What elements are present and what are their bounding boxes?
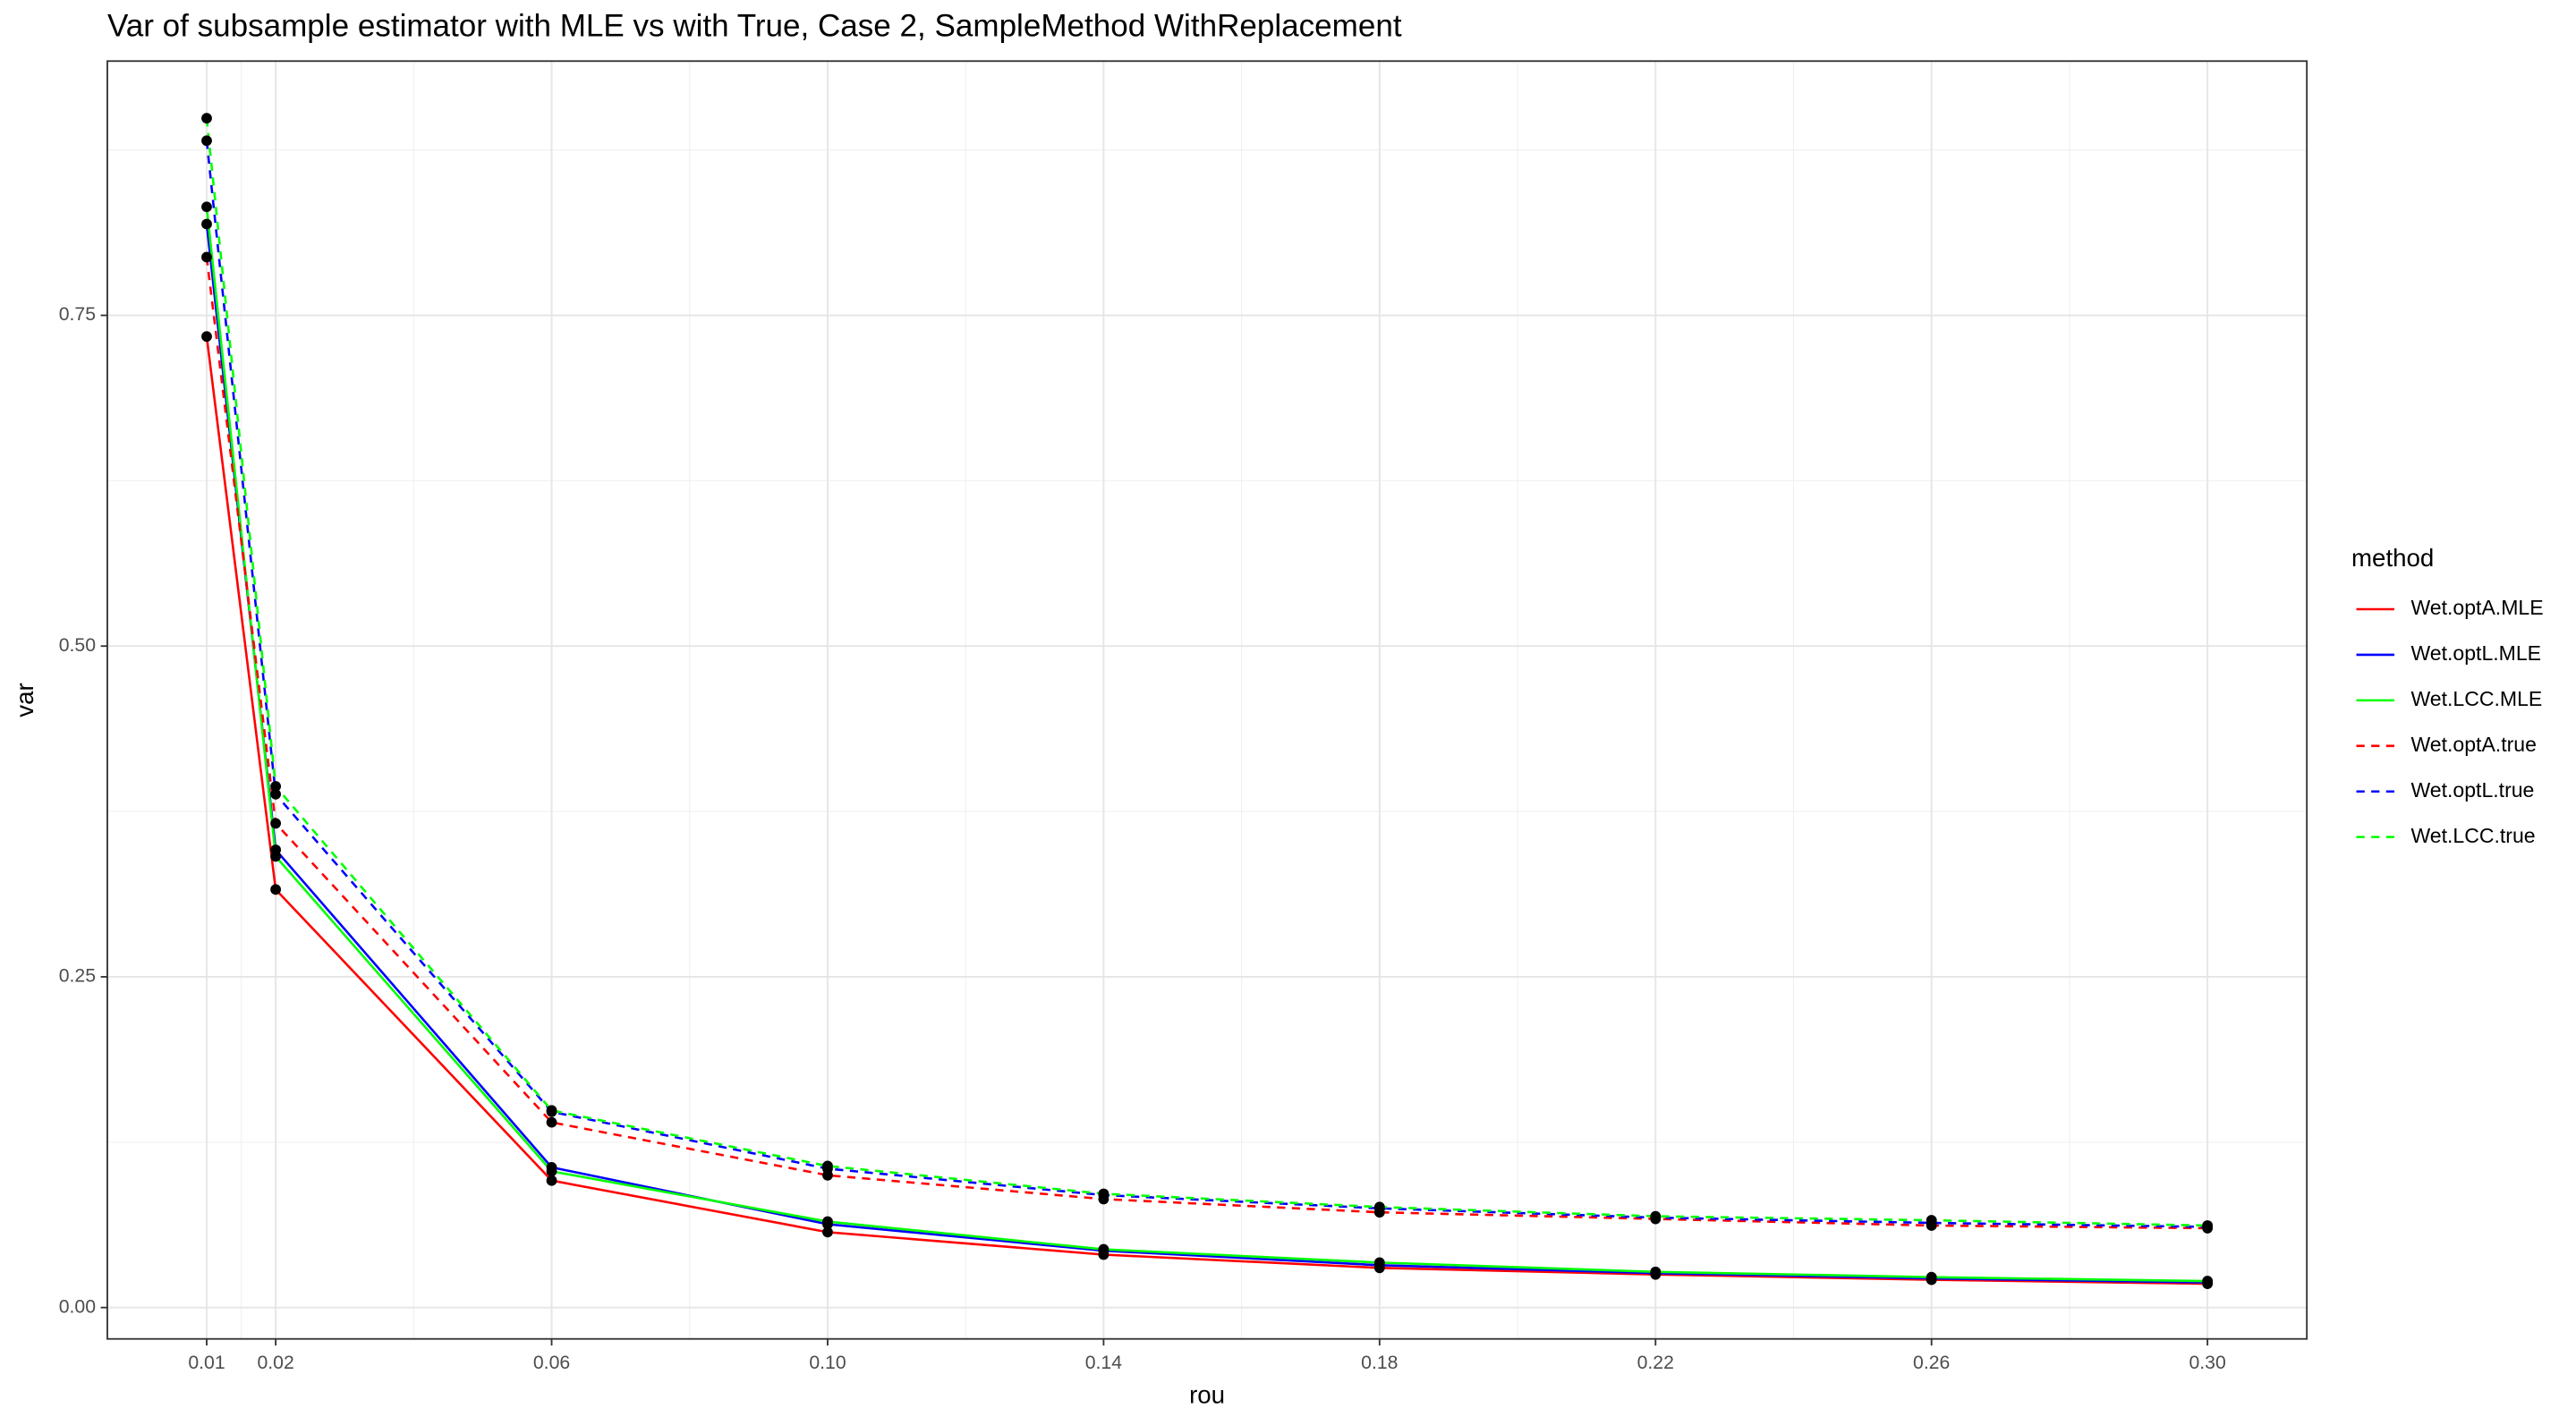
x-axis-title: rou [1189, 1381, 1225, 1409]
data-point [201, 201, 212, 213]
data-point [201, 331, 212, 343]
data-point [822, 1216, 833, 1227]
x-tick-label: 0.30 [2189, 1353, 2225, 1373]
y-tick-label: 0.00 [59, 1296, 96, 1317]
data-point [2202, 1276, 2214, 1286]
x-tick-label: 0.26 [1913, 1353, 1950, 1373]
data-point [822, 1226, 833, 1238]
legend-label: Wet.optA.MLE [2410, 596, 2543, 619]
data-point [201, 113, 212, 124]
data-point [201, 251, 212, 263]
x-tick-label: 0.01 [188, 1353, 225, 1373]
data-point [546, 1105, 557, 1116]
data-point [1098, 1188, 1109, 1200]
legend-label: Wet.optL.true [2410, 778, 2534, 802]
chart-title: Var of subsample estimator with MLE vs w… [107, 9, 1402, 44]
data-point [1650, 1210, 1662, 1222]
legend-title: method [2351, 544, 2434, 572]
x-tick-label: 0.10 [809, 1353, 846, 1373]
plot-background [106, 61, 2308, 1339]
data-point [822, 1160, 833, 1172]
x-tick-label: 0.06 [533, 1353, 570, 1373]
data-point [1373, 1201, 1385, 1213]
data-point [270, 788, 282, 800]
data-point [1926, 1215, 1937, 1226]
data-point [546, 1166, 557, 1177]
data-point [201, 135, 212, 147]
y-tick-label: 0.75 [59, 304, 96, 325]
data-point [270, 851, 282, 862]
data-point [2202, 1220, 2214, 1231]
legend-label: Wet.LCC.MLE [2410, 687, 2542, 710]
data-point [201, 218, 212, 230]
legend-label: Wet.optL.MLE [2410, 641, 2541, 665]
x-tick-label: 0.02 [257, 1353, 293, 1373]
data-point [270, 818, 282, 829]
data-point [546, 1116, 557, 1128]
x-tick-label: 0.22 [1637, 1353, 1674, 1373]
data-point [1650, 1266, 1662, 1277]
y-tick-label: 0.25 [59, 966, 96, 987]
data-point [546, 1175, 557, 1186]
y-tick-label: 0.50 [59, 635, 96, 656]
data-point [270, 884, 282, 895]
data-point [1098, 1243, 1109, 1255]
legend-label: Wet.LCC.true [2410, 824, 2535, 847]
plot-border [106, 60, 2308, 1340]
data-point [270, 781, 282, 792]
data-point [1926, 1271, 1937, 1283]
y-axis-title: var [11, 683, 38, 717]
x-tick-label: 0.14 [1085, 1353, 1122, 1373]
data-point [1373, 1257, 1385, 1269]
x-tick-label: 0.18 [1361, 1353, 1398, 1373]
legend-label: Wet.optA.true [2410, 733, 2537, 756]
